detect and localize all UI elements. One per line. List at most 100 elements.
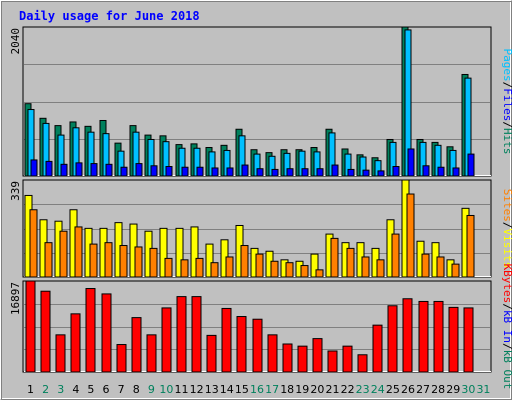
- legend-label: Hits: [501, 128, 512, 155]
- x-tick-label: 16: [250, 383, 264, 396]
- x-tick-label: 12: [190, 383, 204, 396]
- x-tick-label: 30: [461, 383, 475, 396]
- bar-pages-day-18: [286, 168, 294, 177]
- bar-kbytes-day-10: [161, 307, 172, 373]
- x-tick-label: 13: [205, 383, 219, 396]
- bar-kbytes-day-21: [327, 350, 338, 373]
- bar-pages-day-8: [135, 163, 143, 177]
- bar-pages-day-17: [271, 168, 279, 177]
- x-tick-label: 24: [371, 383, 385, 396]
- x-tick-label: 9: [148, 383, 155, 396]
- bar-kbytes-day-14: [221, 307, 232, 373]
- x-tick-label: 5: [87, 383, 94, 396]
- panel-max-label: 16897: [9, 282, 22, 315]
- bar-pages-day-21: [331, 164, 339, 177]
- bar-sites-day-21: [330, 237, 339, 278]
- bar-sites-day-23: [361, 256, 370, 278]
- bar-pages-day-11: [181, 166, 189, 177]
- bar-pages-day-6: [105, 163, 113, 177]
- bar-pages-day-3: [60, 163, 68, 177]
- x-tick-label: 23: [356, 383, 370, 396]
- bar-pages-day-28: [437, 166, 445, 177]
- bar-sites-day-8: [134, 246, 143, 278]
- panel-visits-sites: 339 Sites/Visits: [9, 179, 512, 278]
- bar-kbytes-day-6: [101, 293, 112, 373]
- x-tick-label: 18: [280, 383, 294, 396]
- legend-label: /: [501, 303, 512, 310]
- legend-label: Visits: [501, 229, 512, 269]
- bar-sites-day-10: [164, 257, 173, 278]
- x-tick-label: 26: [401, 383, 415, 396]
- x-tick-label: 27: [416, 383, 430, 396]
- bar-pages-day-15: [241, 164, 249, 177]
- bar-kbytes-day-13: [206, 334, 217, 373]
- bar-sites-day-1: [29, 209, 38, 278]
- bar-kbytes-day-17: [267, 334, 278, 373]
- bar-kbytes-day-4: [70, 313, 81, 373]
- bar-sites-day-28: [436, 256, 445, 278]
- bar-kbytes-day-25: [387, 305, 398, 373]
- legend-label: /: [501, 82, 512, 89]
- bar-pages-day-23: [362, 169, 370, 177]
- legend-label: KBytes: [501, 264, 512, 304]
- x-tick-label: 1: [27, 383, 34, 396]
- bar-sites-day-22: [346, 247, 355, 278]
- bar-kbytes-day-30: [463, 307, 474, 373]
- bar-sites-day-27: [421, 253, 430, 278]
- x-tick-label: 14: [220, 383, 234, 396]
- x-tick-label: 19: [295, 383, 309, 396]
- bar-pages-day-26: [407, 148, 415, 177]
- bar-kbytes-day-3: [55, 334, 66, 373]
- bar-kbytes-day-24: [372, 324, 383, 373]
- legend-label: /: [501, 222, 512, 229]
- bar-pages-day-1: [30, 159, 38, 177]
- bar-sites-day-17: [270, 260, 279, 278]
- bar-visits-day-13: [205, 243, 214, 278]
- bar-pages-day-29: [452, 167, 460, 177]
- bar-kbytes-day-20: [312, 338, 323, 373]
- x-tick-label: 6: [103, 383, 110, 396]
- bar-pages-day-10: [165, 166, 173, 177]
- bar-pages-day-14: [226, 167, 234, 177]
- x-tick-label: 3: [57, 383, 64, 396]
- x-tick-label: 15: [235, 383, 249, 396]
- bar-sites-day-20: [315, 269, 324, 278]
- legend-label: Sites: [501, 189, 512, 222]
- x-tick-label: 11: [175, 383, 189, 396]
- bar-kbytes-day-26: [402, 298, 413, 373]
- legend-label: /: [501, 343, 512, 350]
- bar-kbytes-day-8: [131, 317, 142, 373]
- bar-sites-day-9: [149, 247, 158, 278]
- bar-pages-day-4: [75, 162, 83, 177]
- panel-legend: Pages/Files/Hits: [501, 49, 512, 155]
- bar-visits-day-20: [310, 253, 319, 278]
- bar-kbytes-day-22: [342, 345, 353, 373]
- legend-label: Files: [501, 88, 512, 121]
- bar-pages-day-22: [347, 168, 355, 177]
- bar-sites-day-30: [466, 214, 475, 278]
- x-tick-label: 17: [265, 383, 279, 396]
- legend-label: kB Out: [501, 350, 512, 390]
- bar-kbytes-day-18: [282, 343, 293, 373]
- x-tick-label: 7: [118, 383, 125, 396]
- panel-max-label: 339: [9, 181, 22, 201]
- x-tick-label: 8: [133, 383, 140, 396]
- bar-pages-day-9: [150, 165, 158, 177]
- x-tick-label: 10: [159, 383, 173, 396]
- bar-sites-day-13: [210, 262, 219, 278]
- panel-legend: KBytes/kB In/kB Out: [501, 264, 512, 390]
- bar-sites-day-4: [74, 226, 83, 278]
- legend-label: kB In: [501, 310, 512, 343]
- bar-kbytes-day-23: [357, 354, 368, 373]
- bar-sites-day-6: [104, 242, 113, 278]
- bar-kbytes-day-15: [236, 316, 247, 373]
- bar-pages-day-7: [120, 166, 128, 177]
- bar-kbytes-day-12: [191, 296, 202, 373]
- x-tick-label: 28: [431, 383, 445, 396]
- bar-kbytes-day-5: [85, 288, 96, 373]
- legend-label: Pages: [501, 49, 512, 82]
- bar-kbytes-day-7: [116, 344, 127, 373]
